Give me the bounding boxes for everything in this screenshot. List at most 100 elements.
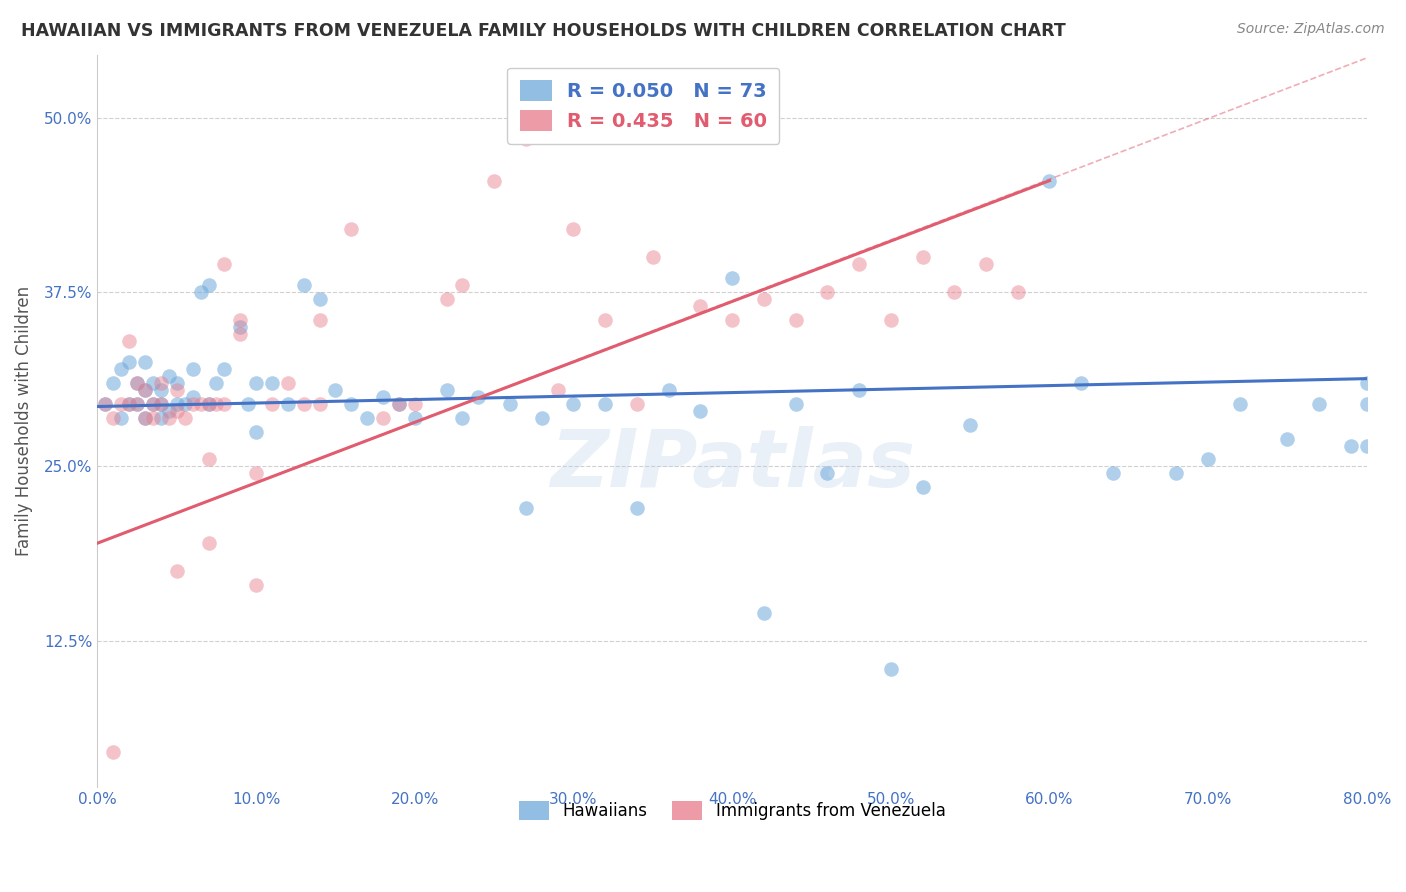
Point — [815, 285, 838, 300]
Point — [127, 376, 149, 390]
Point — [245, 578, 267, 592]
Point — [340, 222, 363, 236]
Point — [245, 425, 267, 439]
Point — [436, 292, 458, 306]
Point — [277, 397, 299, 411]
Point — [134, 383, 156, 397]
Point — [562, 222, 585, 236]
Point — [181, 362, 204, 376]
Point — [142, 410, 165, 425]
Point — [752, 292, 775, 306]
Point — [1355, 439, 1378, 453]
Point — [1355, 397, 1378, 411]
Point — [166, 564, 188, 578]
Point — [467, 390, 489, 404]
Point — [1277, 432, 1299, 446]
Point — [118, 355, 141, 369]
Point — [190, 397, 212, 411]
Point — [103, 376, 125, 390]
Point — [142, 397, 165, 411]
Point — [404, 397, 426, 411]
Point — [1340, 439, 1362, 453]
Point — [214, 362, 236, 376]
Point — [197, 397, 219, 411]
Point — [110, 397, 132, 411]
Point — [1166, 467, 1188, 481]
Point — [149, 397, 172, 411]
Point — [149, 410, 172, 425]
Point — [721, 271, 744, 285]
Point — [451, 410, 474, 425]
Point — [94, 397, 117, 411]
Point — [103, 745, 125, 759]
Point — [356, 410, 378, 425]
Point — [277, 376, 299, 390]
Point — [229, 313, 252, 327]
Point — [205, 397, 228, 411]
Point — [134, 355, 156, 369]
Point — [911, 480, 934, 494]
Point — [166, 403, 188, 417]
Point — [689, 403, 711, 417]
Point — [1102, 467, 1125, 481]
Point — [149, 383, 172, 397]
Point — [404, 410, 426, 425]
Point — [626, 397, 648, 411]
Point — [166, 376, 188, 390]
Point — [785, 397, 807, 411]
Point — [308, 292, 330, 306]
Point — [197, 278, 219, 293]
Point — [880, 662, 903, 676]
Point — [848, 383, 870, 397]
Point — [593, 313, 616, 327]
Point — [260, 376, 283, 390]
Point — [499, 397, 522, 411]
Point — [530, 410, 553, 425]
Point — [388, 397, 411, 411]
Point — [340, 397, 363, 411]
Point — [157, 368, 180, 383]
Point — [197, 397, 219, 411]
Point — [214, 397, 236, 411]
Point — [118, 334, 141, 348]
Point — [181, 390, 204, 404]
Point — [142, 376, 165, 390]
Point — [103, 410, 125, 425]
Point — [815, 467, 838, 481]
Text: HAWAIIAN VS IMMIGRANTS FROM VENEZUELA FAMILY HOUSEHOLDS WITH CHILDREN CORRELATIO: HAWAIIAN VS IMMIGRANTS FROM VENEZUELA FA… — [21, 22, 1066, 40]
Point — [134, 410, 156, 425]
Point — [371, 390, 394, 404]
Point — [157, 403, 180, 417]
Point — [325, 383, 347, 397]
Point — [292, 278, 315, 293]
Point — [547, 383, 569, 397]
Point — [785, 313, 807, 327]
Text: ZIPatlas: ZIPatlas — [550, 426, 915, 504]
Point — [238, 397, 260, 411]
Point — [388, 397, 411, 411]
Point — [1308, 397, 1330, 411]
Point — [1007, 285, 1029, 300]
Point — [911, 250, 934, 264]
Point — [245, 467, 267, 481]
Point — [1038, 174, 1060, 188]
Point — [641, 250, 664, 264]
Point — [142, 397, 165, 411]
Point — [110, 410, 132, 425]
Point — [94, 397, 117, 411]
Point — [626, 501, 648, 516]
Point — [943, 285, 966, 300]
Point — [515, 132, 537, 146]
Point — [205, 376, 228, 390]
Point — [371, 410, 394, 425]
Point — [260, 397, 283, 411]
Point — [173, 397, 195, 411]
Point — [658, 383, 681, 397]
Point — [482, 174, 505, 188]
Legend: Hawaiians, Immigrants from Venezuela: Hawaiians, Immigrants from Venezuela — [512, 794, 952, 826]
Point — [974, 257, 997, 271]
Point — [752, 606, 775, 620]
Point — [166, 383, 188, 397]
Point — [197, 536, 219, 550]
Point — [436, 383, 458, 397]
